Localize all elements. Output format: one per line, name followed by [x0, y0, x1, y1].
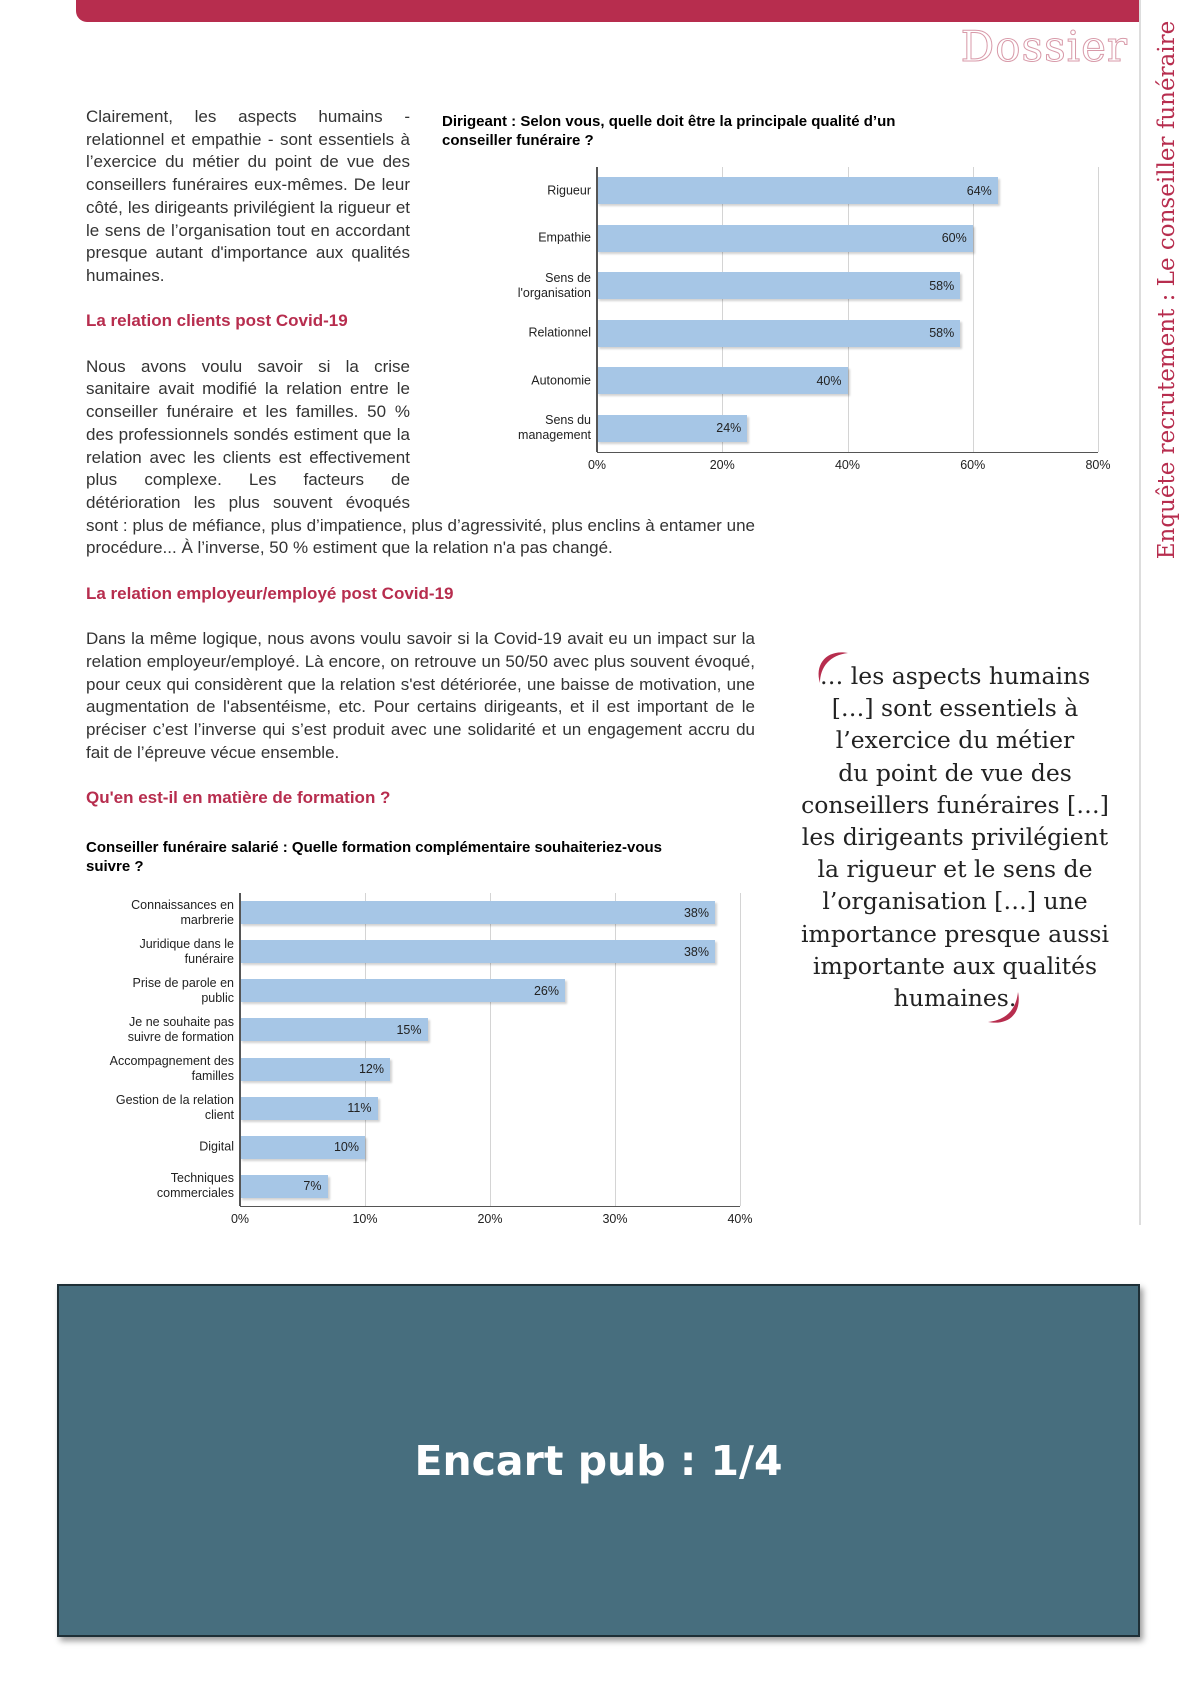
value-label: 58% [929, 278, 955, 293]
top-bar [76, 0, 1140, 22]
grid-line [972, 167, 974, 452]
heading: Qu'en est-il en matière de formation ? [86, 788, 391, 808]
pull-quote: … les aspects humains […] sont essentiels… [790, 660, 1120, 1014]
paragraph: Nous avons voulu savoir si la crise sani… [86, 356, 755, 558]
grid-line [490, 893, 491, 1206]
category-label: Techniques commerciales [156, 1171, 234, 1201]
x-tick-label: 0% [587, 458, 607, 472]
category-label: Connaissances en marbrerie [131, 897, 234, 927]
category-label: Je ne souhaite pas suivre de formation [127, 1014, 234, 1044]
bar [597, 367, 848, 395]
category-label: Accompagnement des familles [109, 1054, 234, 1084]
bar [597, 414, 748, 442]
category-label: Prise de parole en public [132, 975, 234, 1005]
value-label: 11% [347, 1101, 372, 1116]
value-label: 40% [816, 373, 842, 388]
x-tick-label: 60% [960, 458, 986, 472]
value-label: 15% [396, 1022, 422, 1037]
bar [240, 901, 715, 925]
ad-box: Encart pub : 1/4 [57, 1284, 1140, 1637]
category-label: Autonomie [531, 373, 591, 388]
quote-line: … les aspects humains [819, 662, 1091, 690]
x-tick-label: 40% [727, 1212, 753, 1226]
quote-line: les dirigeants privilégient [801, 823, 1109, 852]
value-label: 10% [333, 1140, 359, 1155]
quote-line: l’organisation […] une [822, 887, 1088, 916]
category-label: Juridique dans le funéraire [139, 936, 234, 966]
value-label: 58% [929, 326, 955, 341]
category-label: Sens de l'organisation [517, 270, 591, 300]
sidebar-title: Enquête recrutement : Le conseiller funé… [1154, 20, 1180, 560]
bar [240, 1096, 378, 1120]
value-label: 38% [683, 905, 709, 920]
category-label: Sens du management [518, 413, 591, 443]
grid-line [615, 893, 616, 1206]
quote-line: la rigueur et le sens de [817, 855, 1093, 884]
value-label: 64% [966, 183, 992, 198]
category-label: Rigueur [547, 183, 591, 198]
chart-title: Dirigeant : Selon vous, quelle doit être… [442, 113, 896, 149]
grid-line [1098, 167, 1099, 452]
bar [240, 1174, 328, 1198]
quote-line: importance presque aussi [801, 919, 1109, 948]
x-tick-label: 0% [230, 1212, 250, 1226]
quote-line: importante aux qualités [812, 951, 1098, 980]
value-label: 38% [683, 944, 709, 959]
side-rule [1139, 0, 1141, 1225]
quote-line: l’exercice du métier [835, 726, 1075, 755]
bar [240, 1057, 390, 1081]
heading: La relation employeur/employé post Covid… [86, 583, 454, 603]
category-label: Empathie [538, 230, 591, 245]
grid-line [740, 893, 741, 1206]
paragraph: Clairement, les aspects humains - relati… [86, 107, 410, 285]
text-column: Clairement, les aspects humains - relati… [86, 106, 755, 832]
bar [240, 940, 715, 964]
chart-title: Conseiller funéraire salarié : Quelle fo… [86, 839, 663, 875]
x-axis [597, 452, 1098, 453]
quote-ornament [988, 992, 1019, 1023]
x-axis [240, 1206, 740, 1207]
heading: La relation clients post Covid-19 [86, 311, 348, 331]
bar [597, 224, 973, 252]
grid-line [722, 167, 724, 452]
quote-line: conseillers funéraires […] [801, 790, 1109, 819]
x-tick-label: 80% [1085, 458, 1111, 472]
bar [240, 1135, 365, 1159]
bar [240, 1018, 428, 1042]
x-tick-label: 20% [709, 458, 735, 472]
grid-line [365, 893, 366, 1206]
ad-label: Encart pub : 1/4 [414, 1436, 783, 1485]
y-axis [239, 893, 241, 1206]
bar [597, 272, 961, 300]
category-label: Gestion de la relation client [115, 1093, 234, 1123]
bar [597, 319, 961, 347]
quote-line: humaines. [893, 984, 1017, 1013]
x-tick-label: 40% [834, 458, 861, 472]
quote-line: […] sont essentiels à [831, 694, 1079, 723]
value-label: 7% [303, 1179, 322, 1194]
value-label: 12% [358, 1062, 384, 1077]
section-label: Dossier [960, 22, 1128, 72]
bar [597, 177, 998, 205]
x-tick-label: 30% [602, 1212, 628, 1226]
grid-line [847, 167, 849, 452]
bar [240, 979, 565, 1003]
quote-ornament [818, 652, 848, 683]
x-tick-label: 20% [477, 1212, 503, 1226]
category-label: Digital [199, 1139, 234, 1154]
y-axis [596, 167, 598, 452]
quote-line: du point de vue des [838, 758, 1072, 787]
paragraph: Dans la même logique, nous avons voulu s… [86, 629, 755, 762]
value-label: 24% [716, 421, 742, 436]
value-label: 26% [533, 983, 559, 998]
category-label: Relationnel [528, 325, 591, 340]
value-label: 60% [941, 231, 967, 246]
x-tick-label: 10% [352, 1212, 378, 1226]
